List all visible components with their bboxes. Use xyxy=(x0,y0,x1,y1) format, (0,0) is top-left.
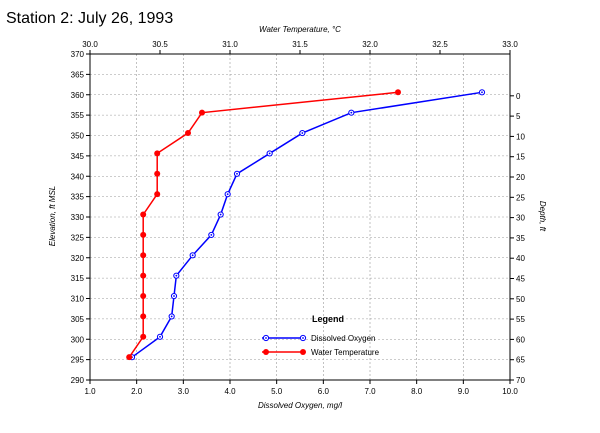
left-tick-label: 355 xyxy=(71,111,85,120)
data-point-center-dissolved-oxygen xyxy=(159,335,161,338)
data-point-water-temperature xyxy=(140,333,147,340)
left-axis-label: Elevation, ft MSL xyxy=(48,186,57,246)
right-tick-label: 35 xyxy=(516,234,525,243)
left-tick-label: 305 xyxy=(71,315,85,324)
data-point-center-dissolved-oxygen xyxy=(301,132,304,134)
data-point-center-dissolved-oxygen xyxy=(350,111,353,114)
left-tick-label: 365 xyxy=(71,70,85,79)
legend-marker-water-temperature-end xyxy=(300,349,306,355)
left-tick-label: 370 xyxy=(71,50,85,59)
data-point-center-dissolved-oxygen xyxy=(236,172,238,175)
bottom-tick-label: 10.0 xyxy=(502,387,518,396)
bottom-tick-label: 3.0 xyxy=(178,387,190,396)
right-tick-label: 10 xyxy=(516,132,525,141)
data-point-center-dissolved-oxygen xyxy=(210,234,213,236)
legend-label-water-temperature: Water Temperature xyxy=(311,348,380,357)
data-point-water-temperature xyxy=(140,272,147,279)
chart-title: Station 2: July 26, 1993 xyxy=(6,10,173,27)
legend-marker-dissolved-oxygen-dot xyxy=(265,337,267,339)
axis-ticks: 1.0 2.0 3.0 4.0 5.0 6.0 7.0 8.0 9.0 10.0 30.0 30.5 3… xyxy=(71,40,526,396)
left-tick-label: 300 xyxy=(71,335,85,344)
right-tick-label: 65 xyxy=(516,356,525,365)
data-point-center-dissolved-oxygen xyxy=(173,295,175,297)
right-tick-label: 0 xyxy=(516,92,521,101)
right-tick-label: 15 xyxy=(516,153,525,162)
bottom-tick-label: 7.0 xyxy=(364,387,376,396)
top-tick-label: 31.5 xyxy=(292,40,308,49)
series-layer xyxy=(126,89,486,361)
bottom-axis-label: Dissolved Oxygen, mg/l xyxy=(258,401,342,410)
data-point-center-dissolved-oxygen xyxy=(481,91,483,94)
right-tick-label: 55 xyxy=(516,315,525,324)
data-point-center-dissolved-oxygen xyxy=(175,274,178,277)
right-tick-label: 40 xyxy=(516,254,525,263)
data-point-water-temperature xyxy=(140,313,147,320)
left-tick-label: 345 xyxy=(71,152,85,161)
legend-marker-water-temperature xyxy=(263,349,269,355)
top-tick-label: 31.0 xyxy=(222,40,238,49)
top-tick-label: 32.5 xyxy=(432,40,448,49)
data-point-water-temperature xyxy=(140,211,147,218)
top-axis-label: Water Temperature, °C xyxy=(259,25,341,34)
left-tick-label: 325 xyxy=(71,233,85,242)
data-point-water-temperature xyxy=(154,191,161,198)
top-tick-label: 33.0 xyxy=(502,40,518,49)
data-point-center-dissolved-oxygen xyxy=(191,254,194,257)
legend-label-dissolved-oxygen: Dissolved Oxygen xyxy=(311,334,375,343)
right-tick-label: 60 xyxy=(516,335,525,344)
top-tick-label: 30.0 xyxy=(82,40,98,49)
right-tick-label: 50 xyxy=(516,295,525,304)
right-tick-label: 30 xyxy=(516,214,525,223)
data-point-center-dissolved-oxygen xyxy=(268,152,271,155)
top-tick-label: 32.0 xyxy=(362,40,378,49)
data-point-center-dissolved-oxygen xyxy=(170,315,173,318)
left-tick-label: 330 xyxy=(71,213,85,222)
data-point-water-temperature xyxy=(395,89,401,96)
data-point-water-temperature xyxy=(199,109,205,116)
left-tick-label: 360 xyxy=(71,91,85,100)
right-tick-label: 5 xyxy=(516,112,521,121)
bottom-tick-label: 1.0 xyxy=(84,387,96,396)
left-tick-label: 295 xyxy=(71,356,85,365)
left-tick-label: 315 xyxy=(71,274,85,283)
legend-marker-dissolved-oxygen-end-dot xyxy=(302,337,304,339)
data-point-water-temperature xyxy=(154,150,161,157)
left-tick-label: 290 xyxy=(71,376,85,385)
right-axis-label: Depth, ft xyxy=(538,201,547,232)
left-tick-label: 310 xyxy=(71,295,85,304)
right-tick-label: 70 xyxy=(516,376,525,385)
legend: Legend Dissolved Oxygen Water Temperatur… xyxy=(262,314,380,357)
legend-title: Legend xyxy=(312,314,344,324)
left-tick-label: 335 xyxy=(71,193,85,202)
data-point-water-temperature xyxy=(140,252,147,259)
grid xyxy=(90,54,510,380)
bottom-tick-label: 4.0 xyxy=(224,387,236,396)
right-tick-label: 45 xyxy=(516,275,525,284)
bottom-tick-label: 2.0 xyxy=(131,387,143,396)
data-point-water-temperature xyxy=(140,293,147,300)
left-tick-label: 340 xyxy=(71,172,85,181)
right-tick-label: 25 xyxy=(516,193,525,202)
data-point-water-temperature xyxy=(140,231,147,238)
bottom-tick-label: 9.0 xyxy=(458,387,470,396)
series-line-water-temperature xyxy=(128,91,399,358)
data-point-water-temperature xyxy=(126,354,133,361)
bottom-tick-label: 5.0 xyxy=(271,387,283,396)
data-point-center-dissolved-oxygen xyxy=(219,213,222,216)
data-point-water-temperature xyxy=(154,170,161,177)
bottom-tick-label: 8.0 xyxy=(411,387,423,396)
bottom-tick-label: 6.0 xyxy=(318,387,330,396)
top-tick-label: 30.5 xyxy=(152,40,168,49)
right-tick-label: 20 xyxy=(516,173,525,182)
left-tick-label: 320 xyxy=(71,254,85,263)
data-point-center-dissolved-oxygen xyxy=(226,193,229,196)
data-point-water-temperature xyxy=(185,130,191,137)
series-line-dissolved-oxygen xyxy=(131,91,483,358)
left-tick-label: 350 xyxy=(71,132,85,141)
